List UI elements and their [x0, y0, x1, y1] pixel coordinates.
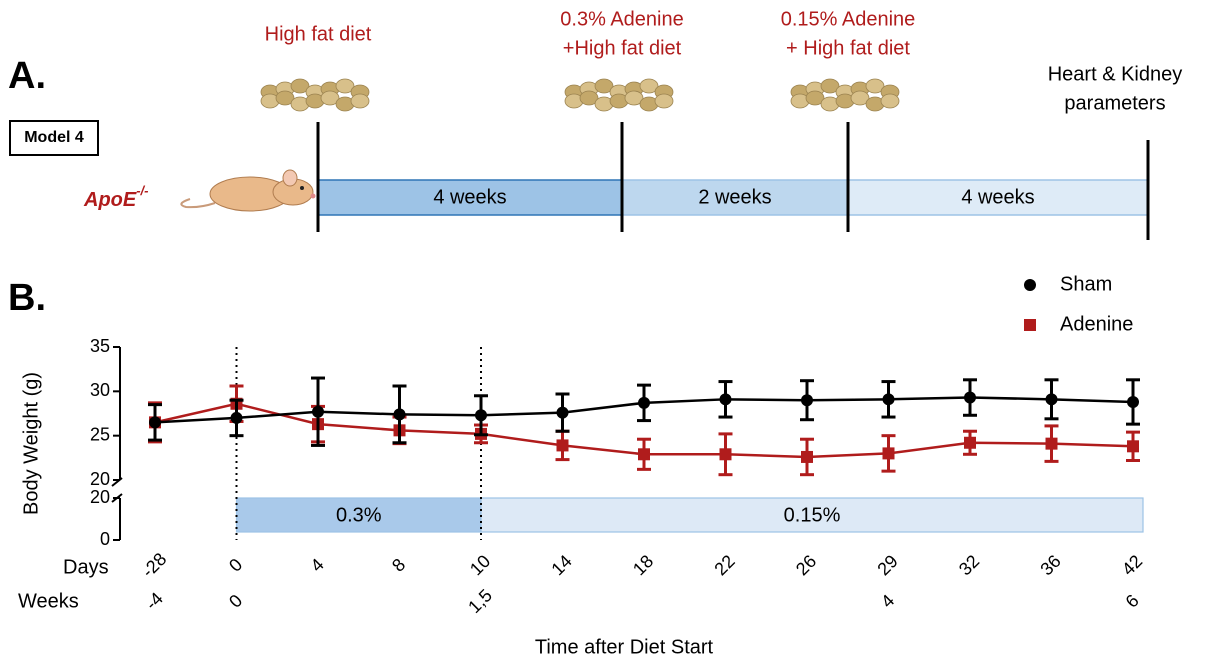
- x-tick-label: 32: [955, 551, 983, 579]
- week-label: 4: [877, 591, 898, 612]
- pellet: [594, 78, 614, 94]
- pellet: [639, 78, 659, 94]
- x-tick-label: 0: [225, 555, 246, 576]
- pellet: [320, 90, 340, 106]
- strain-name: ApoE: [83, 189, 137, 211]
- point: [882, 393, 895, 406]
- point: [638, 396, 650, 409]
- y-tick-label: 35: [90, 336, 110, 356]
- diet-band: [235, 497, 482, 533]
- diet-band-label: 0.3%: [336, 504, 382, 526]
- end-label: parameters: [1064, 92, 1165, 114]
- point: [1127, 395, 1139, 408]
- pellet: [850, 90, 870, 106]
- y-tick-label: 25: [90, 424, 110, 444]
- legend-label: Sham: [1060, 273, 1112, 295]
- point: [149, 416, 161, 429]
- diet-label: +High fat diet: [563, 37, 682, 59]
- point: [1045, 393, 1058, 406]
- y-axis-label: Body Weight (g): [20, 372, 42, 515]
- y-tick-label: 30: [90, 380, 110, 400]
- week-label: 6: [1122, 591, 1143, 612]
- point: [312, 405, 324, 418]
- legend-marker: [1024, 279, 1036, 291]
- point: [230, 411, 243, 424]
- x-tick-label: 8: [388, 555, 409, 576]
- legend-marker: [1024, 319, 1036, 331]
- legend-label: Adenine: [1060, 313, 1133, 335]
- pellet: [290, 78, 310, 94]
- food-icon: [790, 78, 900, 112]
- end-label: Heart & Kidney: [1048, 63, 1183, 85]
- pellet: [820, 78, 840, 94]
- food-icon: [260, 78, 370, 112]
- model-box: [9, 120, 99, 156]
- x-axis-label: Time after Diet Start: [535, 636, 714, 658]
- diet-label: 0.3% Adenine: [560, 8, 683, 30]
- pellet: [579, 90, 599, 106]
- point: [475, 409, 487, 422]
- period-bar: [847, 179, 1149, 216]
- pellet: [335, 78, 355, 94]
- diet-label: High fat diet: [265, 23, 372, 45]
- x-tick-label: 14: [547, 551, 575, 579]
- diet-label: 0.15% Adenine: [781, 8, 916, 30]
- row-title: Days: [63, 556, 109, 578]
- y-tick-label: 20: [90, 469, 110, 489]
- panel-label: B.: [8, 277, 46, 319]
- food-icon: [564, 78, 674, 112]
- point: [556, 439, 569, 452]
- week-label: 0: [225, 591, 246, 612]
- pellet: [654, 93, 674, 109]
- point: [801, 394, 813, 407]
- week-label: 1,5: [464, 585, 496, 617]
- pellet: [275, 90, 295, 106]
- diet-label: + High fat diet: [786, 37, 910, 59]
- period-label: 4 weeks: [433, 186, 506, 208]
- diet-band: [480, 497, 1144, 533]
- model-label: Model 4: [24, 129, 84, 146]
- panel-label: A.: [8, 55, 46, 97]
- pellet: [805, 90, 825, 106]
- point: [801, 450, 813, 463]
- x-tick-label: 22: [710, 551, 738, 579]
- row-title: Weeks: [18, 590, 79, 612]
- period-label: 4 weeks: [961, 186, 1034, 208]
- point: [719, 448, 732, 461]
- point: [964, 436, 976, 449]
- x-tick-label: 26: [792, 551, 820, 579]
- pellet: [350, 93, 370, 109]
- pellet: [880, 93, 900, 109]
- x-tick-label: 29: [873, 551, 901, 579]
- strain-sup: -/-: [136, 183, 148, 198]
- x-tick-label: 36: [1036, 551, 1064, 579]
- point: [719, 393, 732, 406]
- point: [393, 408, 406, 421]
- x-tick-label: -28: [138, 549, 171, 582]
- x-tick-label: 18: [629, 551, 657, 579]
- axis-break: [111, 477, 123, 487]
- week-label: -4: [141, 588, 166, 613]
- y-tick-label: 20: [90, 487, 110, 507]
- pellet: [865, 78, 885, 94]
- x-tick-label: 10: [466, 551, 494, 579]
- x-tick-label: 4: [307, 555, 328, 576]
- point: [882, 447, 895, 460]
- point: [1127, 440, 1139, 453]
- strain: ApoE-/-: [83, 183, 149, 211]
- point: [556, 406, 569, 419]
- point: [1045, 437, 1058, 450]
- period-label: 2 weeks: [698, 186, 771, 208]
- diet-band-label: 0.15%: [784, 504, 841, 526]
- point: [638, 448, 650, 461]
- mouse-icon: [180, 169, 316, 212]
- point: [964, 391, 976, 404]
- x-tick-label: 42: [1118, 551, 1146, 579]
- pellet: [624, 90, 644, 106]
- y-tick-label: 0: [100, 529, 110, 549]
